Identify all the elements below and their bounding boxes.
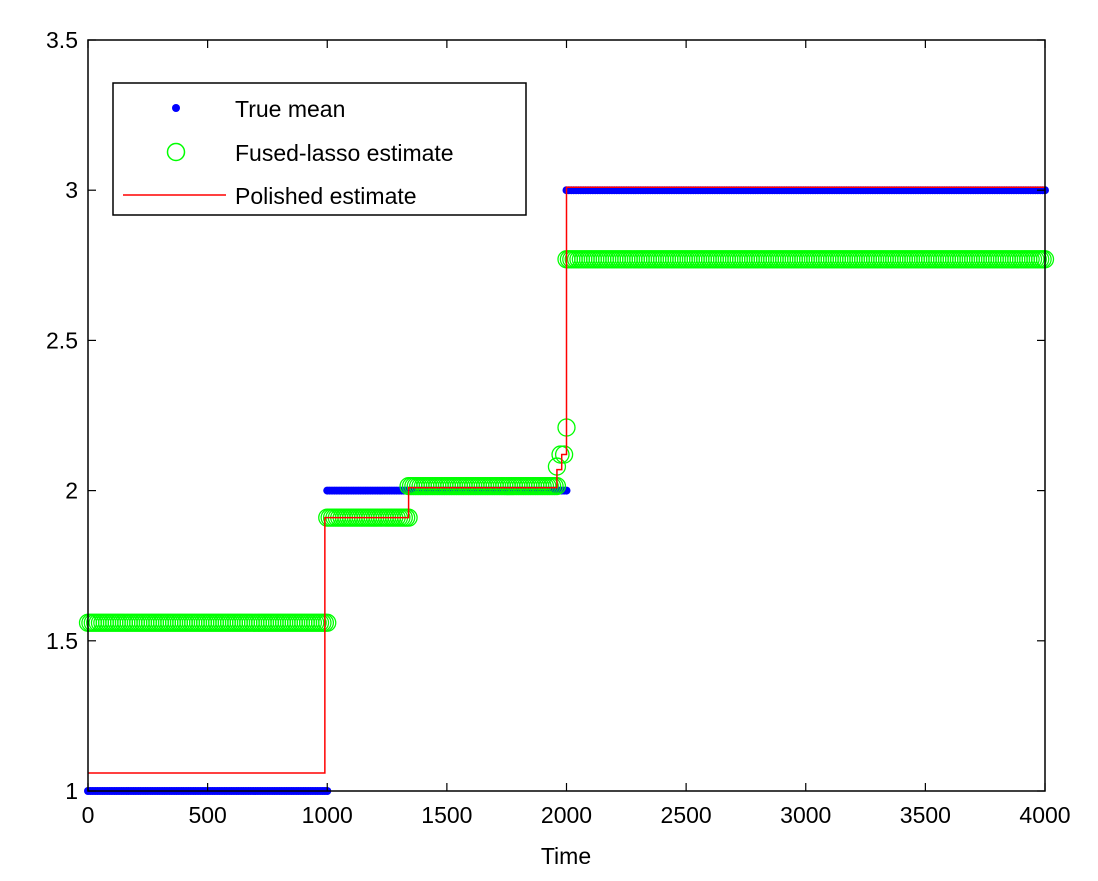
x-tick-label: 2000 bbox=[541, 802, 592, 828]
legend-marker-fused-lasso bbox=[166, 142, 186, 162]
legend: True mean Fused-lasso estimate Polished … bbox=[112, 82, 527, 216]
series-layer bbox=[78, 186, 1055, 795]
legend-marker-true-mean bbox=[172, 104, 180, 112]
fused-lasso-point bbox=[554, 445, 574, 464]
x-tick-label: 2500 bbox=[661, 802, 712, 828]
ticks-layer: 0 500 1000 1500 2000 2500 3000 3500 4000 1 1.5 2 2.5… bbox=[46, 27, 1071, 828]
y-tick-label: 1 bbox=[65, 778, 78, 804]
y-tick-label: 3 bbox=[65, 177, 78, 203]
y-tick-label: 3.5 bbox=[46, 27, 78, 53]
y-tick-label: 2 bbox=[65, 478, 78, 504]
x-tick-label: 1500 bbox=[421, 802, 472, 828]
x-tick-label: 500 bbox=[188, 802, 226, 828]
legend-label-true-mean: True mean bbox=[235, 96, 345, 122]
x-axis-label: Time bbox=[541, 843, 591, 869]
legend-label-polished: Polished estimate bbox=[235, 183, 417, 209]
x-tick-label: 3500 bbox=[900, 802, 951, 828]
x-tick-label: 0 bbox=[82, 802, 95, 828]
y-tick-label: 1.5 bbox=[46, 628, 78, 654]
x-tick-label: 3000 bbox=[780, 802, 831, 828]
legend-box bbox=[112, 82, 527, 216]
x-tick-label: 4000 bbox=[1019, 802, 1070, 828]
polished-estimate-line bbox=[88, 186, 1045, 774]
legend-label-fused-lasso: Fused-lasso estimate bbox=[235, 140, 454, 166]
fused-lasso-point bbox=[318, 613, 337, 632]
y-tick-label: 2.5 bbox=[46, 327, 78, 353]
fused-lasso-point bbox=[551, 445, 570, 464]
x-tick-label: 1000 bbox=[302, 802, 353, 828]
